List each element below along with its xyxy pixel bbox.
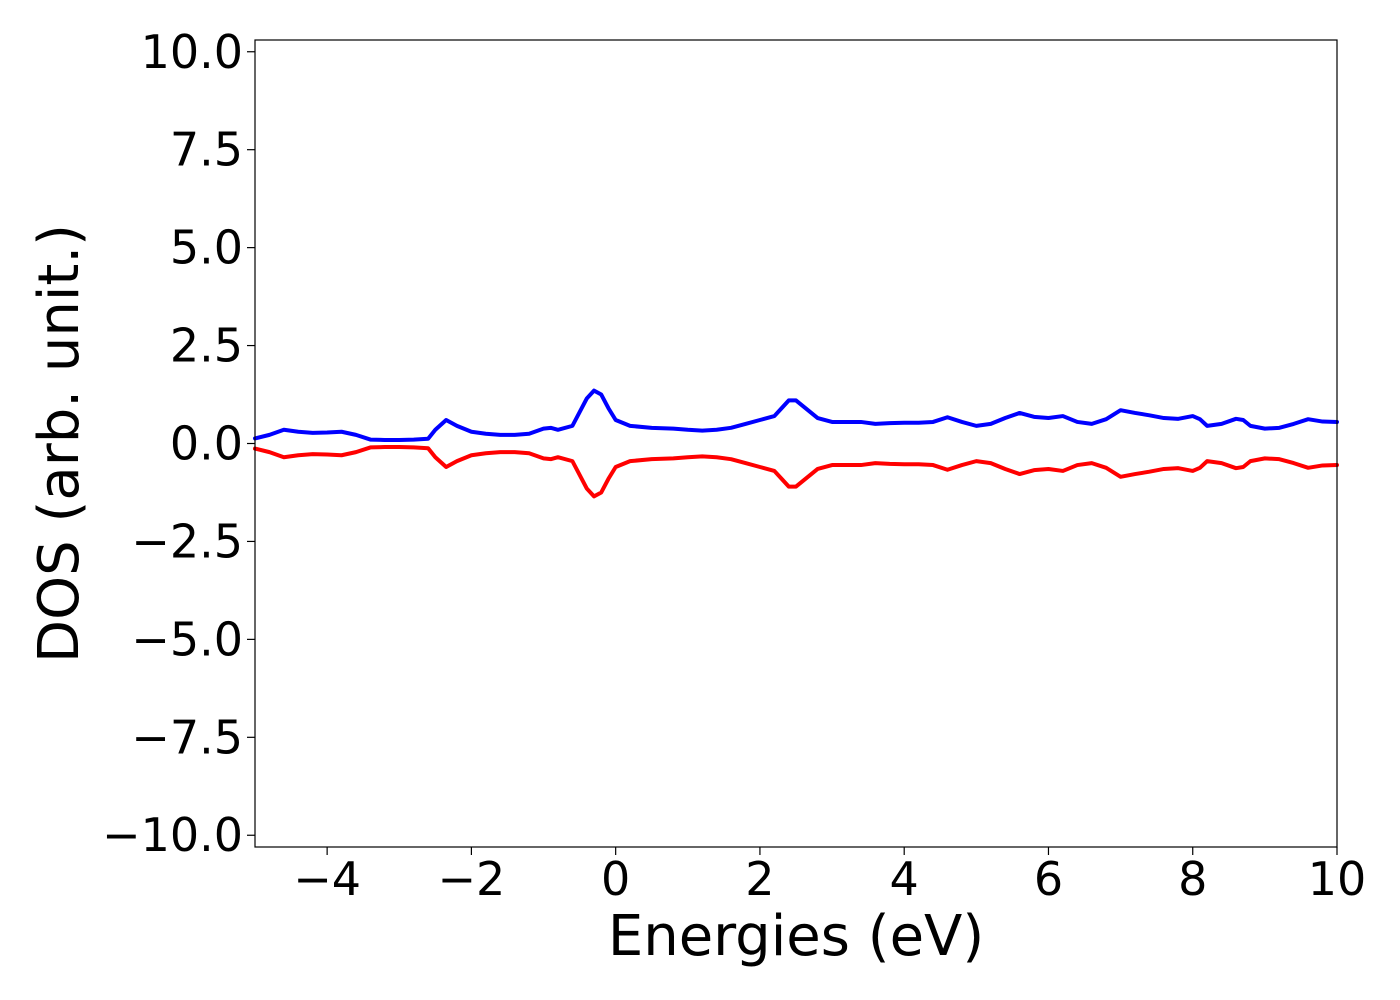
x-tick-label: −2 — [437, 852, 505, 906]
y-tick-label: 7.5 — [170, 123, 243, 177]
y-tick-label: −10.0 — [102, 808, 243, 862]
y-tick-label: 2.5 — [170, 319, 243, 373]
series-line-2 — [253, 445, 1339, 499]
x-axis-label: Energies (eV) — [608, 904, 984, 969]
x-tick-label: 8 — [1178, 852, 1207, 906]
plot-area — [255, 40, 1337, 847]
y-axis-label: DOS (arb. unit.) — [27, 224, 92, 663]
series-line-1 — [253, 388, 1339, 442]
x-tick-label: 10 — [1308, 852, 1367, 906]
y-tick-label: −5.0 — [131, 612, 243, 666]
y-tick-label: −2.5 — [131, 514, 243, 568]
x-tick-label: 2 — [745, 852, 774, 906]
y-tick-label: 5.0 — [170, 221, 243, 275]
series-layer — [253, 388, 1339, 499]
y-tick-label: −7.5 — [131, 710, 243, 764]
x-tick-label: 6 — [1034, 852, 1063, 906]
y-axis-ticks: 10.0 7.5 5.0 2.5 0.0 −2.5 −5.0 −7.5 −10.0 — [102, 25, 255, 862]
y-tick-label: 0.0 — [170, 417, 243, 471]
x-tick-label: −4 — [293, 852, 361, 906]
x-axis-ticks: −4 −2 0 2 4 6 8 10 — [293, 847, 1366, 906]
x-tick-label: 4 — [890, 852, 919, 906]
y-tick-label: 10.0 — [141, 25, 243, 79]
x-tick-label: 0 — [601, 852, 630, 906]
